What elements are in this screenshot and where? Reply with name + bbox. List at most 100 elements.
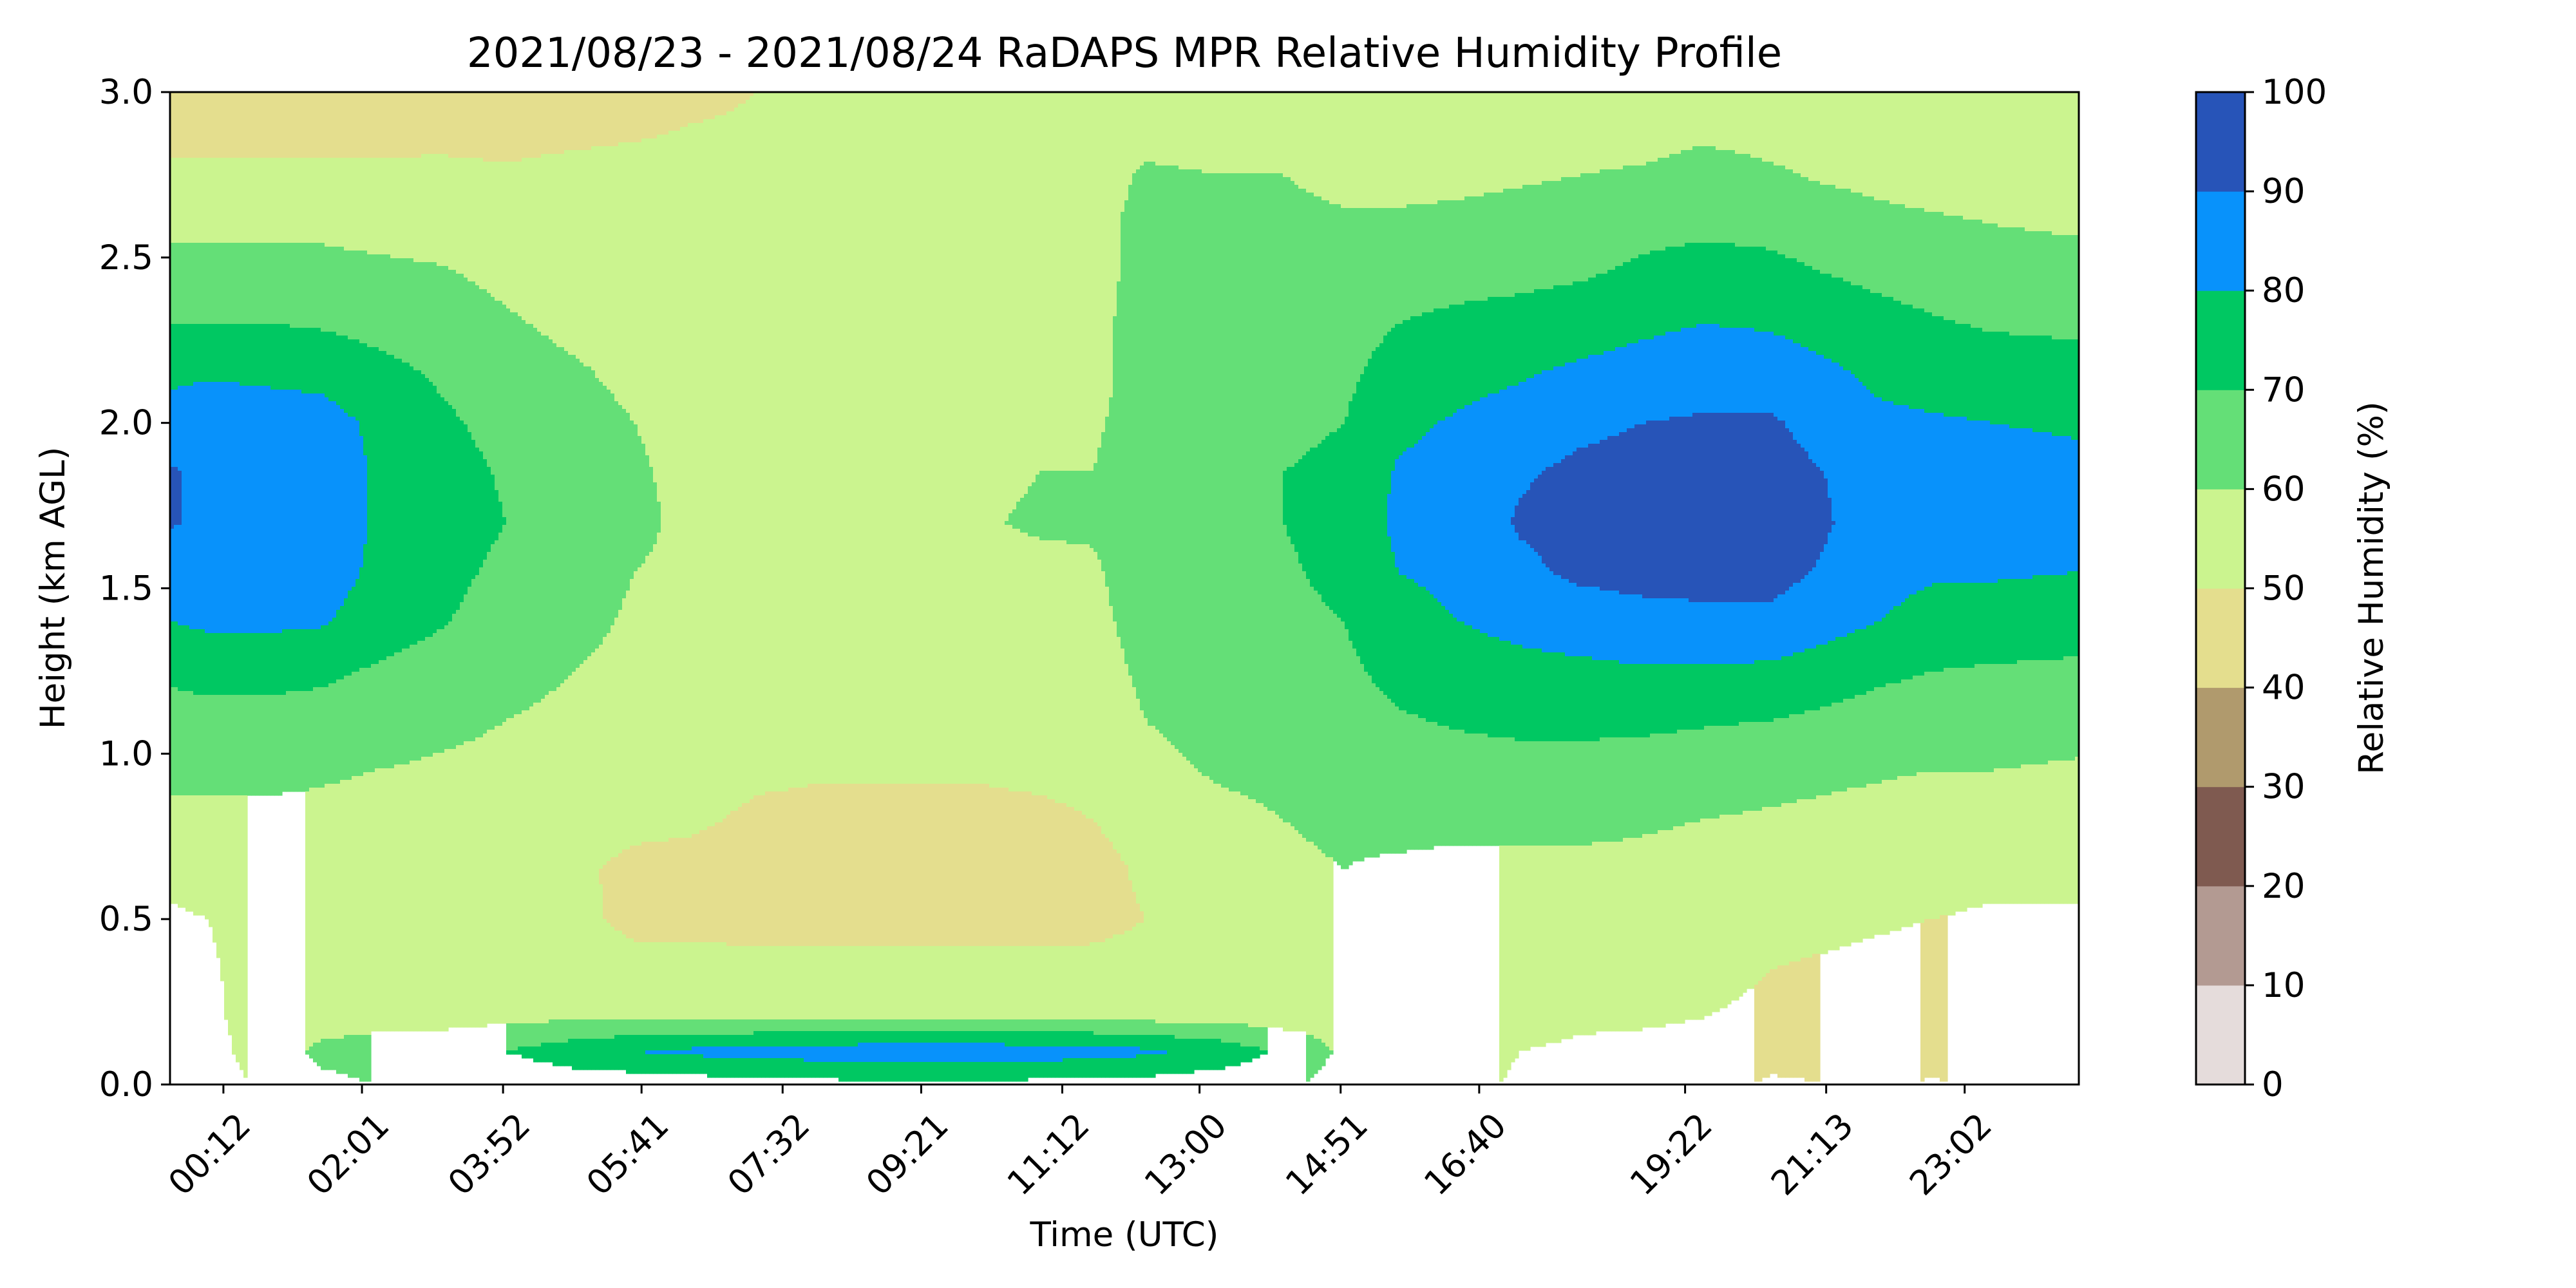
contour-cell (270, 633, 275, 696)
contour-cell (1121, 649, 1125, 862)
contour-cell (1820, 706, 1824, 796)
contour-cell (313, 687, 317, 788)
contour-cell (1719, 602, 1724, 665)
contour-cell (1886, 200, 1890, 298)
y-tick-label: 2.5 (99, 238, 153, 278)
contour-cell (1561, 846, 1566, 1039)
contour-cell (1070, 544, 1075, 808)
contour-cell (1009, 513, 1013, 526)
contour-cell (2040, 660, 2045, 765)
contour-cell (1028, 1031, 1032, 1047)
contour-cell (1132, 1058, 1137, 1078)
contour-cell (433, 753, 437, 1032)
contour-cell (475, 285, 480, 448)
contour-cell (1739, 92, 1743, 155)
contour-cell (1851, 193, 1855, 286)
contour-cell (1105, 1046, 1110, 1059)
contour-cell (1005, 1031, 1009, 1047)
contour-cell (421, 92, 426, 155)
contour-cell (1511, 297, 1515, 386)
contour-cell (274, 633, 279, 696)
contour-cell (993, 1019, 998, 1032)
contour-cell (1685, 92, 1689, 151)
contour-cell (1577, 177, 1581, 282)
contour-cell (1059, 803, 1063, 947)
contour-cell (699, 92, 704, 124)
contour-cell (236, 158, 240, 243)
contour-cell (1414, 714, 1419, 850)
contour-cell (2029, 428, 2033, 580)
contour-cell (1264, 1027, 1268, 1051)
contour-cell (753, 1058, 758, 1078)
contour-cell (1781, 803, 1786, 966)
contour-cell (440, 266, 445, 398)
contour-cell (1016, 92, 1021, 502)
contour-cell (978, 784, 982, 947)
contour-cell (676, 1035, 681, 1051)
contour-cell (2013, 227, 2018, 336)
contour-cell (1777, 254, 1782, 336)
contour-cell (1611, 660, 1616, 738)
contour-cell (197, 158, 202, 243)
contour-cell (1820, 795, 1824, 954)
contour-cell (1665, 664, 1670, 734)
contour-cell (1453, 92, 1457, 201)
contour-cell (313, 788, 317, 1043)
contour-cell (1410, 204, 1415, 317)
contour-cell (1681, 826, 1685, 1024)
contour-cell (970, 92, 974, 784)
contour-cell (1731, 413, 1736, 603)
contour-cell (869, 92, 874, 784)
contour-cell (1719, 150, 1724, 243)
contour-cell (2052, 436, 2056, 576)
contour-cell (413, 370, 418, 645)
contour-cell (1998, 332, 2002, 425)
contour-cell (518, 1023, 522, 1047)
contour-cell (510, 718, 515, 1024)
contour-cell (1735, 92, 1739, 155)
contour-cell (1190, 764, 1195, 1024)
contour-cell (406, 649, 410, 765)
contour-cell (1762, 413, 1766, 603)
contour-cell (649, 92, 654, 139)
contour-cell (1140, 923, 1144, 1020)
contour-cell (1832, 185, 1836, 278)
contour-cell (1499, 846, 1504, 1082)
contour-cell (1213, 173, 1218, 784)
x-tick-label: 00:12 (161, 1106, 258, 1203)
contour-cell (1368, 208, 1372, 359)
contour-cell (1654, 421, 1658, 599)
contour-cell (220, 795, 225, 981)
contour-cell (1121, 212, 1125, 649)
contour-cell (1824, 92, 1828, 185)
contour-cell (1727, 413, 1732, 603)
contour-cell (367, 1035, 372, 1082)
contour-cell (1766, 413, 1770, 603)
contour-cell (1596, 274, 1600, 355)
contour-cell (1577, 448, 1581, 587)
contour-cell (989, 788, 994, 947)
y-tick-label: 1.0 (99, 734, 153, 773)
contour-cell (270, 158, 275, 243)
contour-cell (1696, 146, 1701, 243)
contour-cell (1716, 664, 1720, 726)
contour-cell (1148, 1035, 1152, 1051)
contour-cell (220, 158, 225, 243)
contour-cell (1646, 834, 1651, 1028)
contour-cell (765, 92, 770, 792)
contour-cell (962, 92, 967, 784)
contour-cell (912, 946, 916, 1020)
contour-cell (931, 946, 936, 1020)
contour-cell (1793, 803, 1797, 962)
contour-cell (1673, 92, 1678, 155)
contour-cell (1646, 421, 1651, 599)
contour-cell (1785, 718, 1790, 804)
contour-cell (1121, 934, 1125, 1020)
contour-cell (2067, 571, 2072, 657)
contour-cell (692, 123, 696, 835)
contour-cell (893, 784, 897, 947)
contour-cell (1913, 308, 1917, 410)
contour-cell (1696, 243, 1701, 325)
contour-cell (1179, 92, 1183, 170)
contour-cell (1808, 799, 1813, 958)
